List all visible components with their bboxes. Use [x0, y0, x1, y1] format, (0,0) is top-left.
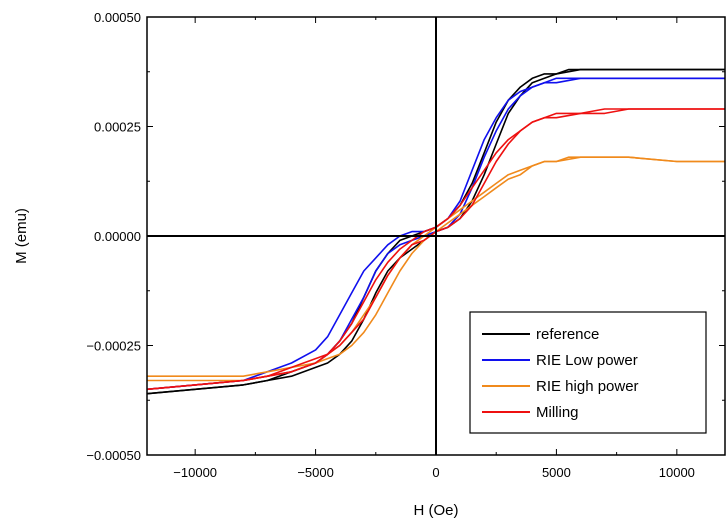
axis-ticks: [147, 16, 725, 456]
y-tick-label: 0.00025: [94, 120, 141, 135]
legend-label: Milling: [536, 404, 579, 421]
legend-label: RIE high power: [536, 378, 639, 395]
legend-entries: reference RIE Low power RIE high power Mill…: [482, 326, 639, 421]
x-tick-label: −10000: [173, 465, 217, 480]
x-tick-label: 10000: [659, 465, 695, 480]
y-tick-label: −0.00050: [86, 448, 141, 463]
y-tick-labels: −0.00050 −0.00025 0.00000 0.00025 0.00050: [86, 10, 141, 463]
legend: reference RIE Low power RIE high power Mill…: [469, 311, 707, 434]
x-axis-title: H (Oe): [414, 502, 459, 519]
y-tick-label: 0.00050: [94, 10, 141, 25]
x-tick-labels: −10000 −5000 0 5000 10000: [173, 465, 695, 480]
x-tick-label: 0: [432, 465, 439, 480]
y-tick-label: −0.00025: [86, 339, 141, 354]
y-axis-title: M (emu): [13, 208, 30, 264]
x-tick-label: 5000: [542, 465, 571, 480]
series-line-milling-branch-1: [147, 108, 725, 391]
x-tick-label: −5000: [297, 465, 334, 480]
y-tick-label: 0.00000: [94, 229, 141, 244]
legend-label: reference: [536, 326, 599, 343]
legend-label: RIE Low power: [536, 352, 638, 369]
zero-lines: [147, 17, 725, 455]
